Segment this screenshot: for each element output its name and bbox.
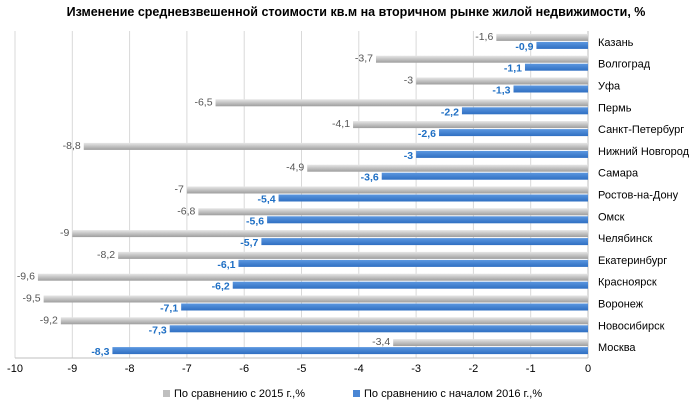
data-label-series-1: -4,9 xyxy=(286,162,304,174)
data-label-series-2: -2,6 xyxy=(418,128,436,140)
bar-series-1 xyxy=(186,186,588,194)
category-label: Пермь xyxy=(598,102,632,114)
bar-series-1 xyxy=(393,339,588,347)
data-label-series-1: -3,7 xyxy=(355,53,373,65)
category-label: Москва xyxy=(598,342,636,354)
x-tick-label: -5 xyxy=(297,363,307,375)
data-label-series-1: -6,5 xyxy=(194,96,212,108)
legend-label-series-2: По сравнению с началом 2016 г.,% xyxy=(364,388,542,400)
bar-series-2 xyxy=(524,63,588,71)
category-label: Воронеж xyxy=(598,299,644,311)
data-label-series-1: -9,6 xyxy=(17,271,35,283)
legend-swatch-series-2 xyxy=(353,390,360,397)
data-label-series-2: -1,3 xyxy=(492,85,510,97)
category-label: Челябинск xyxy=(598,233,652,245)
data-label-series-1: -8,2 xyxy=(97,249,115,261)
data-label-series-2: -3 xyxy=(404,150,413,162)
data-label-series-1: -1,6 xyxy=(475,31,493,43)
bar-series-2 xyxy=(461,107,588,115)
bar-series-2 xyxy=(513,85,588,93)
category-label: Нижний Новгород xyxy=(598,146,690,158)
data-label-series-1: -9 xyxy=(60,227,69,239)
data-label-series-1: -3,4 xyxy=(372,336,390,348)
x-tick-label: -4 xyxy=(354,363,364,375)
bar-series-2 xyxy=(181,303,589,311)
legend: По сравнению с 2015 г.,% По сравнению с … xyxy=(163,388,542,400)
bar-series-1 xyxy=(118,251,588,259)
bar-series-1 xyxy=(60,317,588,325)
bar-series-2 xyxy=(278,194,588,202)
category-labels: Казань Волгоград Уфа Пермь Санкт-Петербург Ни… xyxy=(598,37,690,354)
bar-series-2 xyxy=(232,281,589,289)
bar-series-1 xyxy=(375,55,588,63)
bar-series-2 xyxy=(416,150,588,158)
data-label-series-1: -8,8 xyxy=(63,140,81,152)
data-label-series-2: -2,2 xyxy=(441,106,459,118)
data-label-series-2: -0,9 xyxy=(515,41,533,53)
data-label-series-2: -5,6 xyxy=(246,215,264,227)
data-label-series-2: -8,3 xyxy=(91,346,109,358)
legend-label-series-1: По сравнению с 2015 г.,% xyxy=(174,388,305,400)
bars xyxy=(37,33,589,355)
category-label: Казань xyxy=(598,37,634,49)
chart-title: Изменение средневзвешенной стоимости кв.… xyxy=(67,5,646,19)
category-label: Екатеринбург xyxy=(598,255,667,267)
data-label-series-2: -1,1 xyxy=(504,63,522,75)
legend-swatch-series-1 xyxy=(163,390,170,397)
x-tick-label: -1 xyxy=(526,363,536,375)
x-tick-label: -6 xyxy=(239,363,249,375)
bar-series-2 xyxy=(381,172,588,180)
data-label-series-2: -5,4 xyxy=(257,194,275,206)
x-axis-ticks: -10 -9 -8 -7 -6 -5 -4 -3 -2 -1 0 xyxy=(7,363,591,375)
bar-series-2 xyxy=(267,216,588,224)
category-label: Ростов-на-Дону xyxy=(598,190,679,202)
bar-series-1 xyxy=(37,273,589,281)
x-tick-label: -2 xyxy=(469,363,479,375)
x-tick-label: 0 xyxy=(585,363,591,375)
category-label: Санкт-Петербург xyxy=(598,124,684,136)
x-tick-label: -9 xyxy=(67,363,77,375)
bar-series-1 xyxy=(353,121,588,129)
bar-series-1 xyxy=(496,33,588,41)
bar-series-1 xyxy=(83,142,588,150)
data-label-series-2: -7,3 xyxy=(149,324,167,336)
bar-series-2 xyxy=(112,347,588,355)
bar-series-1 xyxy=(215,99,589,107)
data-label-series-1: -6,8 xyxy=(177,205,195,217)
bar-series-1 xyxy=(198,208,589,216)
category-label: Омск xyxy=(598,211,625,223)
category-label: Самара xyxy=(598,168,639,180)
data-label-series-2: -6,2 xyxy=(212,281,230,293)
bar-series-1 xyxy=(72,230,589,238)
x-tick-label: -10 xyxy=(7,363,23,375)
bar-series-2 xyxy=(169,325,588,333)
x-tick-label: -7 xyxy=(182,363,192,375)
data-label-series-1: -3 xyxy=(404,75,413,87)
bar-series-1 xyxy=(43,295,588,303)
data-labels: -1,6 -0,9 -3,7 -1,1 -3 -1,3 -6,5 -2,2 -4,1 -2,6 -8… xyxy=(17,31,534,358)
category-label: Красноярск xyxy=(598,277,657,289)
data-label-series-2: -7,1 xyxy=(160,303,178,315)
bar-series-1 xyxy=(416,77,588,85)
data-label-series-1: -9,5 xyxy=(23,293,41,305)
category-label: Уфа xyxy=(598,81,621,93)
bar-series-2 xyxy=(238,259,588,267)
data-label-series-2: -3,6 xyxy=(361,172,379,184)
x-tick-label: -8 xyxy=(125,363,135,375)
data-label-series-1: -4,1 xyxy=(332,118,350,130)
category-label: Волгоград xyxy=(598,59,651,71)
bar-series-2 xyxy=(536,41,588,49)
data-label-series-2: -6,1 xyxy=(217,259,235,271)
data-label-series-1: -7 xyxy=(175,184,184,196)
bar-series-2 xyxy=(261,238,588,246)
x-tick-label: -3 xyxy=(411,363,421,375)
bar-series-2 xyxy=(439,129,588,137)
data-label-series-1: -9,2 xyxy=(40,314,58,326)
bar-series-1 xyxy=(307,164,588,172)
data-label-series-2: -5,7 xyxy=(240,237,258,249)
category-label: Новосибирск xyxy=(598,320,665,332)
